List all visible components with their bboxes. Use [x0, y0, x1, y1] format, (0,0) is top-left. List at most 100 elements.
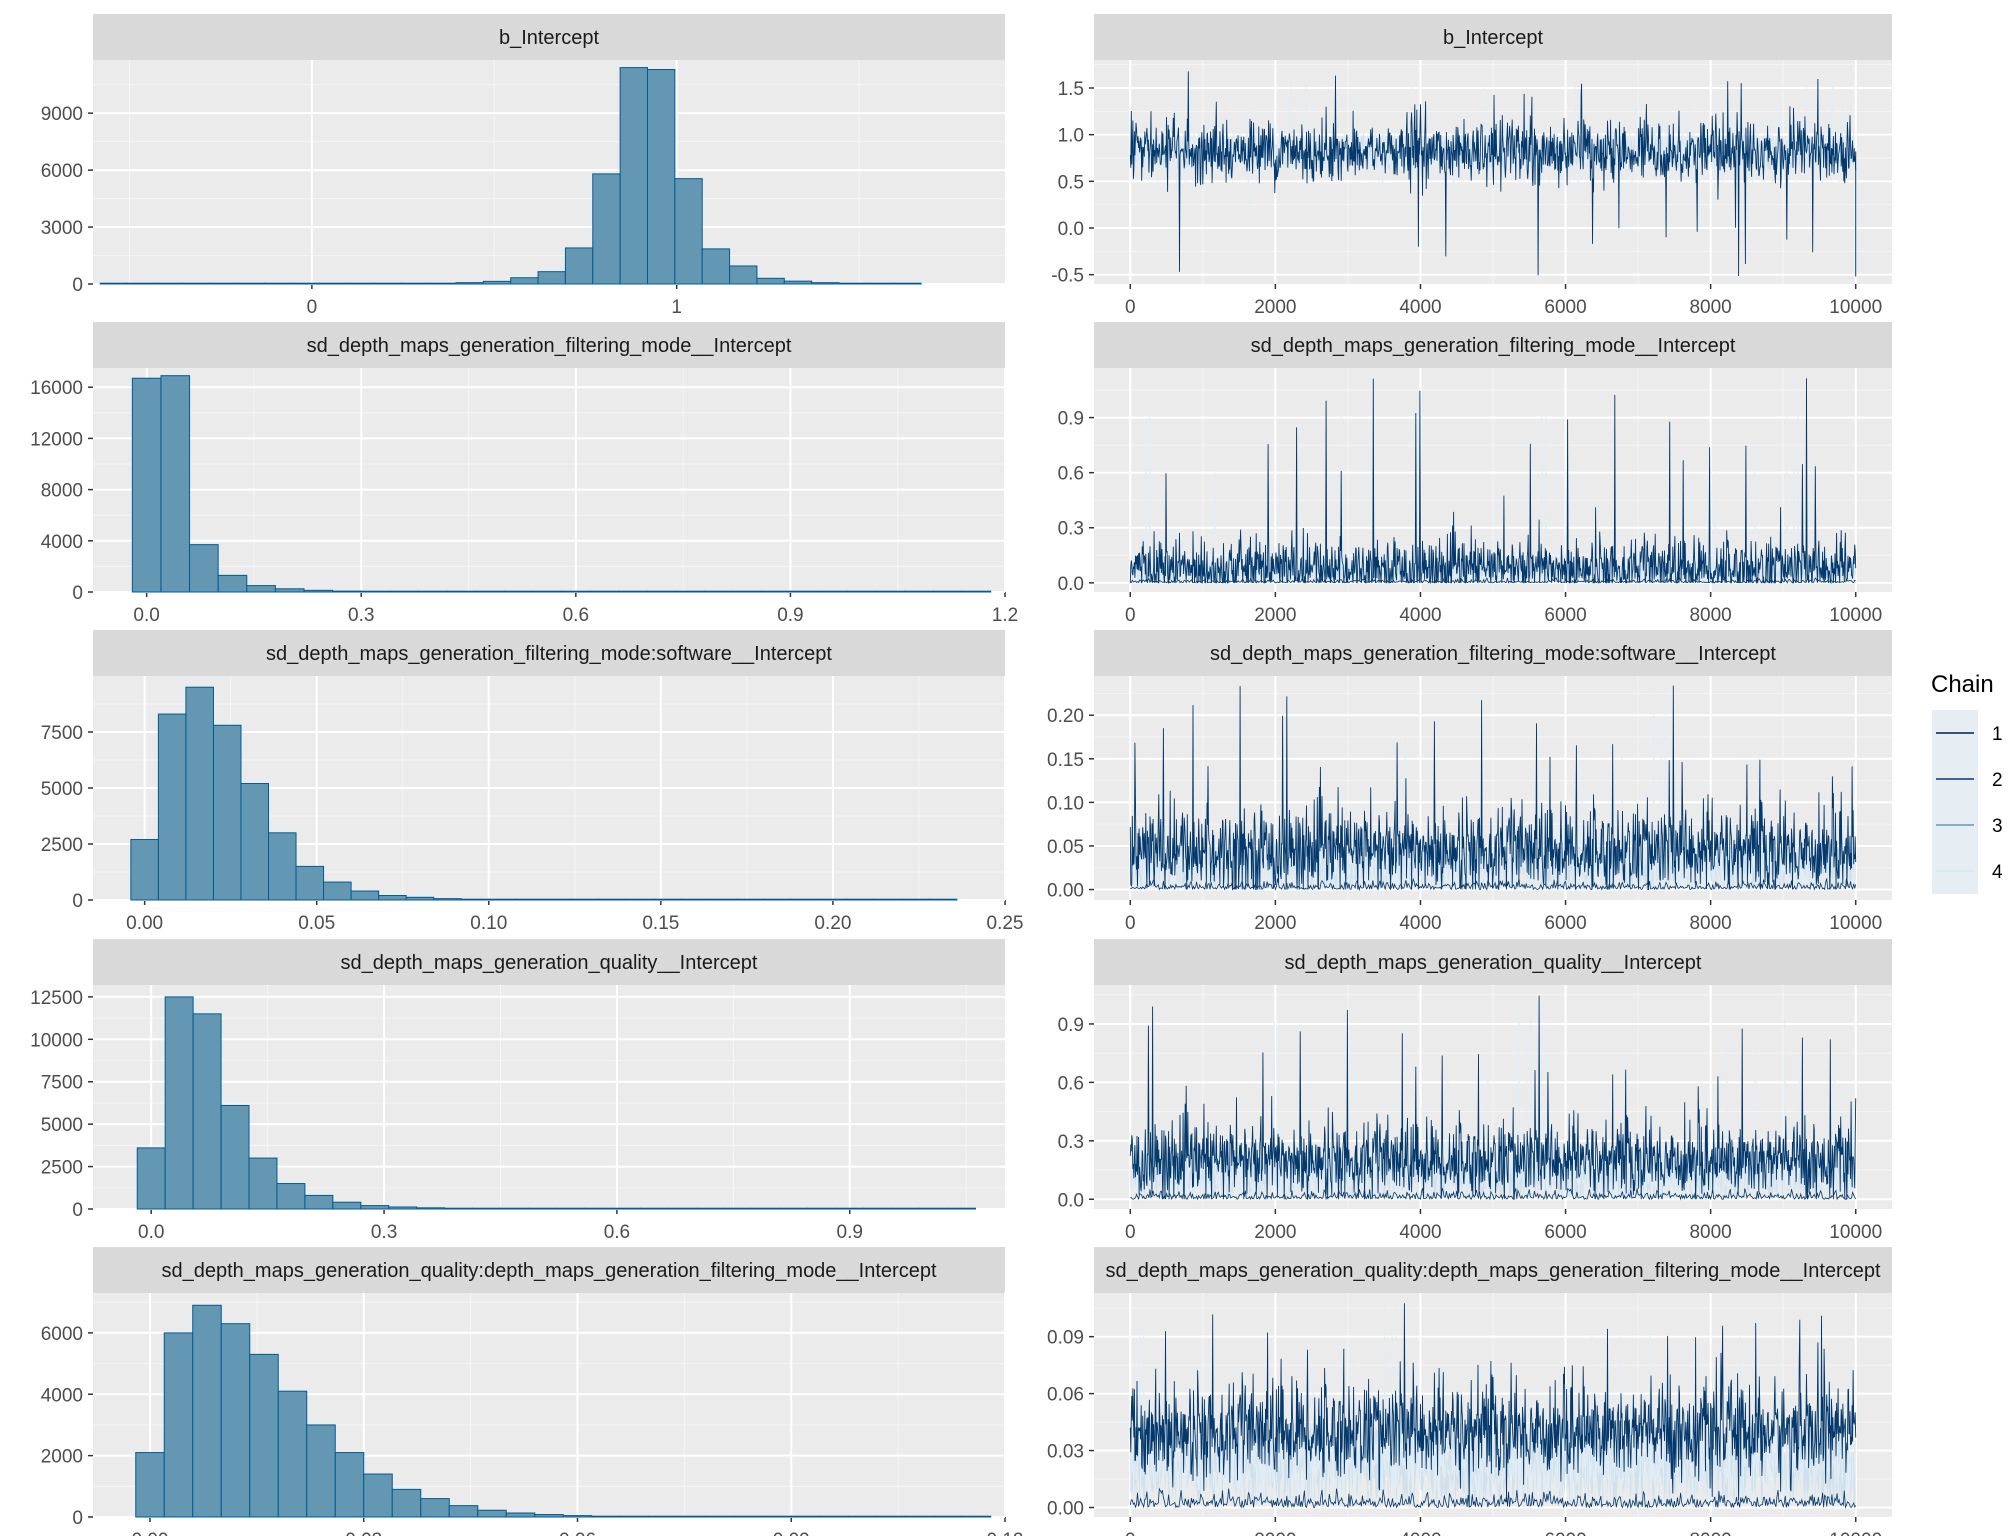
histogram-bar [209, 282, 238, 285]
x-tick-label: 0 [1125, 297, 1136, 318]
histogram-bar [928, 898, 958, 901]
legend-keys: 1 2 3 4 [1932, 710, 2003, 894]
histogram-bar [537, 271, 566, 285]
y-tick-label: 0.5 [1058, 172, 1084, 193]
histogram-bar [675, 590, 706, 593]
y-tick-label: 0.00 [1047, 881, 1084, 902]
histogram-bar [811, 282, 840, 285]
y-tick-label: 0.3 [1058, 519, 1084, 540]
histogram-bar [350, 890, 380, 901]
facet-title: b_Intercept [1443, 27, 1544, 49]
y-tick-label: 16000 [30, 378, 83, 399]
y-tick-label: 5000 [41, 1115, 83, 1136]
y-tick-label: 0.0 [1058, 574, 1084, 595]
histogram-bar [373, 282, 402, 285]
histogram-bar [248, 1157, 278, 1210]
facet-strip [93, 14, 1005, 60]
histogram-bar [246, 585, 276, 593]
y-tick-label: 0.9 [1058, 1015, 1084, 1036]
x-tick-label: 8000 [1689, 1530, 1731, 1536]
trace-chain-1-2 [1129, 71, 1857, 277]
facet-title: b_Intercept [499, 27, 600, 49]
y-tick-label: 12000 [30, 429, 83, 450]
histogram-bar [680, 898, 710, 901]
histogram-bar [818, 898, 848, 901]
y-tick-label: 1.0 [1058, 126, 1084, 147]
x-tick-label: 10000 [1829, 297, 1882, 318]
x-tick-label: 0.9 [837, 1222, 863, 1243]
facet-title: sd_depth_maps_generation_filtering_mode:… [1210, 643, 1776, 665]
histogram-bar [400, 282, 430, 285]
y-tick-label: 2500 [41, 1158, 83, 1179]
histogram-bar [619, 67, 648, 285]
x-tick-label: 1 [671, 297, 682, 318]
x-tick-label: 4000 [1399, 1530, 1441, 1536]
histogram-bar [460, 898, 490, 901]
x-tick-label: 8000 [1689, 297, 1731, 318]
y-tick-label: 6000 [41, 1324, 83, 1345]
y-tick-label: 0.09 [1047, 1328, 1084, 1349]
histogram-bar [185, 686, 214, 901]
y-tick-label: 12500 [30, 988, 83, 1009]
facet-strip [1094, 1247, 1892, 1293]
histogram-bar [667, 1207, 697, 1210]
histogram-bar [477, 1509, 507, 1518]
x-tick-label: 6000 [1544, 1530, 1586, 1536]
histogram-bar [136, 1147, 166, 1210]
y-tick-label: 0 [72, 1508, 83, 1529]
y-tick-label: 0.05 [1047, 837, 1084, 858]
histogram-bar [249, 1353, 279, 1518]
x-tick-label: 10000 [1829, 605, 1882, 626]
x-tick-label: 0.9 [777, 605, 803, 626]
y-tick-label: 0.03 [1047, 1442, 1084, 1463]
histogram-panel-5: sd_depth_maps_generation_quality:depth_m… [41, 1247, 1023, 1536]
histogram-bar [543, 898, 572, 901]
trace-chain-base [1130, 576, 1856, 584]
histogram-bar [217, 574, 248, 593]
histogram-bar [932, 590, 963, 593]
histogram-panel-2: sd_depth_maps_generation_filtering_mode_… [30, 322, 1018, 626]
histogram-bar [505, 1512, 536, 1518]
y-tick-label: -0.5 [1051, 266, 1084, 287]
x-tick-label: 10000 [1829, 913, 1882, 934]
histogram-bar [919, 1207, 949, 1210]
facet-title: sd_depth_maps_generation_filtering_mode_… [1251, 335, 1736, 357]
histogram-bar [876, 1515, 906, 1518]
histogram-bar [391, 1488, 422, 1518]
histogram-bar [789, 590, 820, 593]
y-tick-label: 0.6 [1058, 1073, 1084, 1094]
histogram-bar [761, 590, 791, 593]
y-tick-label: 4000 [41, 1385, 83, 1406]
histogram-bar [444, 1207, 474, 1210]
histogram-bar [625, 898, 655, 901]
y-tick-label: 6000 [41, 161, 83, 182]
histogram-bar [515, 898, 545, 901]
histogram-bar [704, 590, 734, 593]
y-tick-label: 2000 [41, 1447, 83, 1468]
trace-panel-1: b_Intercept 0 2000 4000 6000 8000 10000 -0.5 0.0… [1051, 14, 1892, 318]
legend-title: Chain [1931, 671, 1994, 698]
histogram-bar [875, 590, 906, 593]
histogram-bar [263, 282, 293, 285]
x-tick-label: 0 [1125, 1530, 1136, 1536]
x-tick-label: 1.2 [992, 605, 1018, 626]
trace-panel-5: sd_depth_maps_generation_quality:depth_m… [1047, 1247, 1892, 1536]
histogram-bar [838, 282, 867, 285]
y-tick-label: 0 [72, 275, 83, 296]
x-tick-label: 8000 [1689, 605, 1731, 626]
x-tick-label: 0.05 [298, 913, 335, 934]
trace-lines [1129, 1303, 1857, 1509]
histogram-bar [646, 68, 676, 285]
trace-chain-base [1130, 1187, 1857, 1201]
histogram-bar [472, 1207, 501, 1210]
histogram-bar [276, 1183, 306, 1210]
x-tick-label: 0 [1125, 913, 1136, 934]
facet-strip [93, 1247, 1005, 1293]
histogram-bar [863, 1207, 893, 1210]
histogram-bar [405, 896, 435, 901]
facet-strip [1094, 939, 1892, 985]
x-tick-label: 0 [1125, 1222, 1136, 1243]
histogram-bar [268, 832, 297, 901]
histogram-bar [318, 282, 348, 285]
histogram-panel-1: b_Intercept 0 1 0 3000 6000 9000 [41, 14, 1005, 318]
